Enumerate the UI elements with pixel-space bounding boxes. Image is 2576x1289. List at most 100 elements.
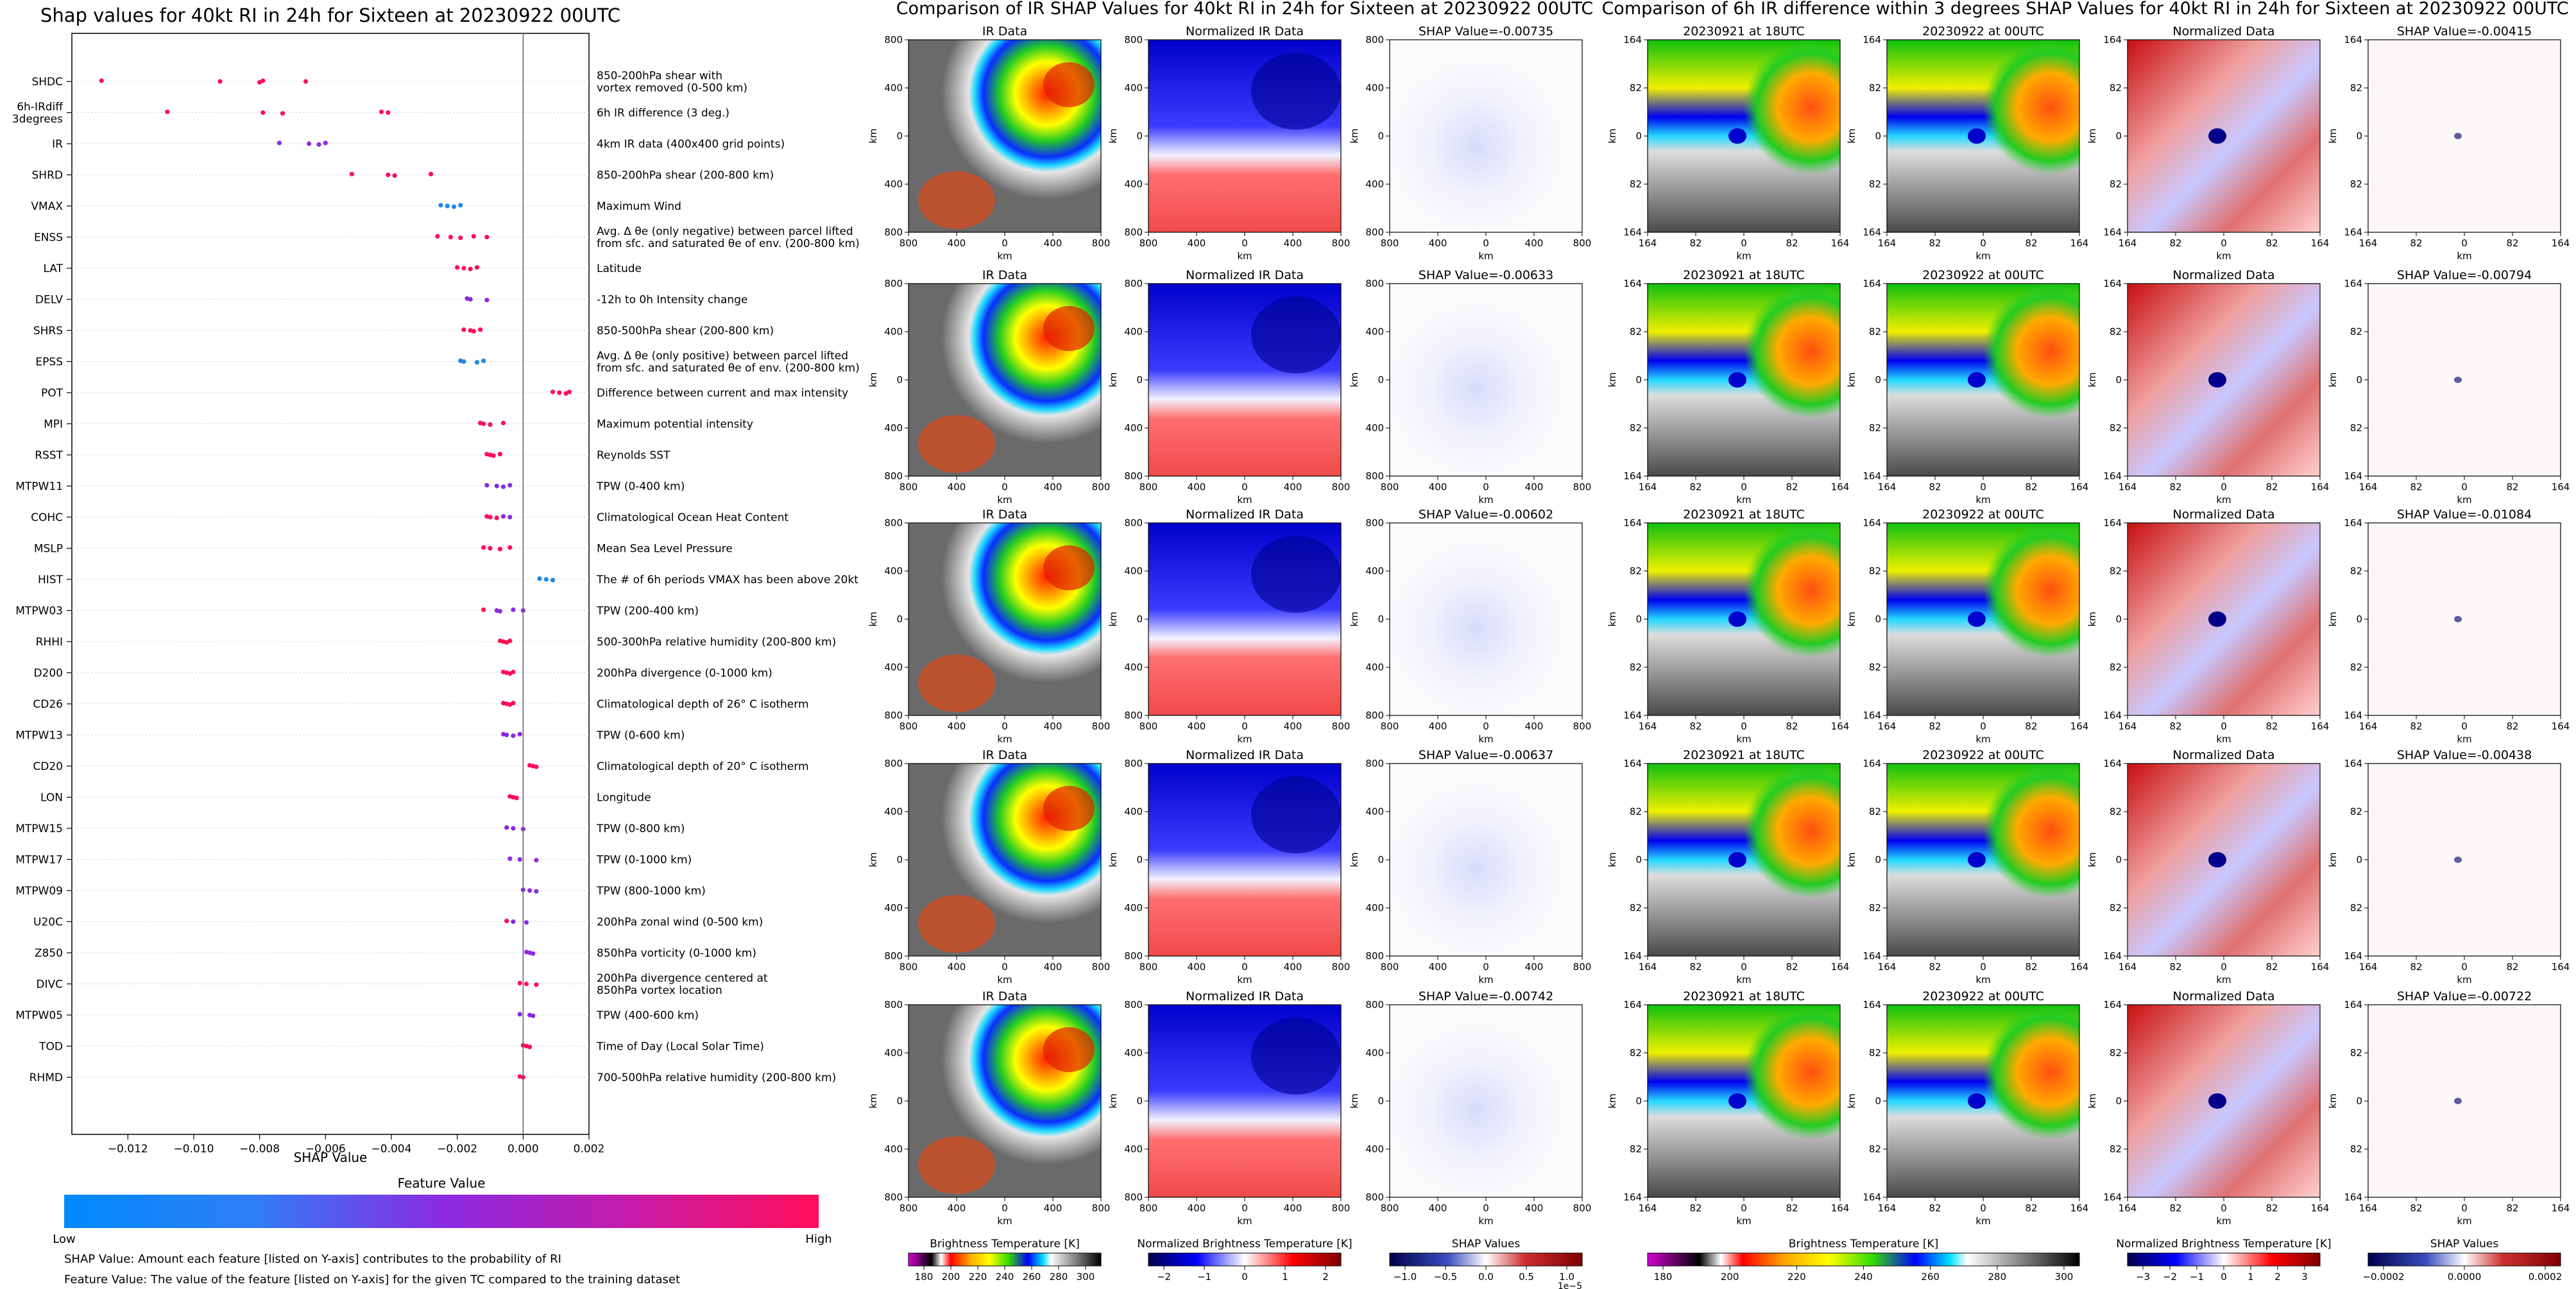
y-tick-label: 164 — [1623, 226, 1642, 238]
colorbar — [908, 1252, 1102, 1267]
panel-title: Normalized Data — [2172, 268, 2274, 282]
y-axis-label: km — [1349, 1093, 1360, 1108]
y-tick-label: 82 — [2110, 422, 2122, 434]
x-tick-label: 0 — [1002, 237, 1008, 249]
y-tick-label: MTPW15 — [15, 823, 63, 835]
x-tick-label: 164 — [2552, 721, 2570, 732]
y-tick-label: 0 — [1136, 854, 1143, 866]
x-axis-label: km — [2457, 974, 2471, 986]
x-tick-label: 400 — [1044, 481, 1062, 493]
x-tick-label: 82 — [2169, 237, 2181, 249]
shap-point — [471, 329, 476, 334]
x-tick-label: 400 — [1044, 237, 1062, 249]
y-tick-label: 0 — [1635, 1095, 1642, 1107]
x-tick-label: 82 — [2169, 1202, 2181, 1214]
y-tick-label: 82 — [1630, 806, 1642, 817]
shap-point — [508, 856, 513, 861]
shap-point — [451, 204, 457, 209]
panel-title: Normalized Data — [2172, 508, 2274, 522]
x-tick-label: 800 — [1573, 481, 1592, 493]
y-axis-label: km — [1846, 611, 1857, 626]
shap-point — [534, 982, 539, 987]
normalized-difference-eye — [2208, 372, 2226, 388]
difference-shap-spot — [2454, 616, 2462, 622]
left-chart-title: Shap values for 40kt RI in 24h for Sixte… — [40, 4, 620, 26]
x-tick-label: 800 — [1139, 237, 1158, 249]
x-tick-label: 164 — [1831, 481, 1850, 493]
x-tick-label: 800 — [1381, 237, 1399, 249]
y-tick-label: 82 — [2350, 1143, 2362, 1155]
shap-image — [1390, 764, 1582, 956]
feature-description: TPW (0-600 km) — [596, 730, 685, 742]
shap-point — [504, 825, 509, 830]
shap-point — [534, 889, 539, 894]
shap-point — [448, 234, 453, 240]
y-tick-label: SHRD — [32, 169, 63, 182]
shap-point — [379, 109, 384, 114]
panel-title: 20230922 at 00UTC — [1922, 989, 2044, 1003]
y-axis-label: km — [2086, 1093, 2098, 1108]
shap-point — [567, 389, 572, 395]
normalized-difference-eye — [2208, 128, 2226, 144]
x-tick-label: 400 — [1429, 1202, 1447, 1214]
y-tick-label: 82 — [2110, 178, 2122, 190]
x-tick-label: 800 — [1092, 237, 1111, 249]
x-tick-label: 82 — [2506, 721, 2518, 732]
x-tick-label: 800 — [900, 481, 918, 493]
y-tick-label: 0 — [1635, 130, 1642, 142]
y-tick-label: 400 — [1124, 565, 1143, 577]
x-tick-label: 0 — [1241, 1202, 1248, 1214]
y-tick-label: 0 — [1635, 854, 1642, 866]
shap-point — [260, 110, 266, 115]
x-tick-label: 400 — [1188, 721, 1206, 732]
x-tick-label: 164 — [2359, 961, 2378, 973]
y-tick-label: ENSS — [34, 232, 63, 244]
x-tick-label: 800 — [1573, 1202, 1592, 1214]
x-tick-label: 800 — [1381, 1202, 1399, 1214]
colorbar-tick-label: 180 — [915, 1271, 934, 1283]
x-tick-label: 0 — [1241, 481, 1248, 493]
shap-point — [508, 545, 513, 550]
feature-description: TPW (0-1000 km) — [596, 854, 692, 867]
x-tick-label: 0 — [1483, 721, 1489, 732]
x-tick-label: 400 — [1284, 721, 1302, 732]
y-tick-label: 82 — [1630, 422, 1642, 434]
x-tick-label: 164 — [2070, 1202, 2089, 1214]
colorbar-tick-label: 260 — [1921, 1271, 1940, 1283]
y-tick-label: 164 — [2103, 710, 2122, 721]
y-tick-label: DELV — [35, 294, 63, 307]
ir-difference-eye — [1968, 372, 1986, 388]
y-tick-label: 800 — [884, 999, 903, 1011]
y-tick-label: 800 — [1365, 710, 1384, 721]
x-axis-label: km — [2457, 733, 2471, 745]
shap-point — [504, 732, 509, 738]
feature-description: Climatological depth of 26° C isotherm — [597, 698, 809, 711]
x-tick-label: 800 — [1573, 237, 1592, 249]
y-tick-label: 800 — [1365, 1191, 1384, 1203]
x-tick-label: 400 — [1044, 721, 1062, 732]
x-axis-label: km — [2216, 974, 2231, 986]
x-tick-label: 82 — [2265, 961, 2278, 973]
feature-description: Avg. Δ θe (only negative) between parcel… — [597, 225, 853, 238]
x-tick-label: 164 — [1639, 481, 1657, 493]
y-tick-label: 82 — [1630, 902, 1642, 914]
x-tick-label: 0 — [1002, 481, 1008, 493]
x-tick-label: 800 — [1573, 721, 1592, 732]
x-axis-label: km — [1237, 494, 1252, 506]
y-tick-label: 82 — [1869, 82, 1881, 94]
x-tick-label: 82 — [1929, 721, 1941, 732]
x-tick-label: 164 — [2070, 721, 2089, 732]
y-tick-label: 0 — [1136, 130, 1143, 142]
y-tick-label: RHMD — [30, 1071, 63, 1084]
colorbar-tick-label: −1.0 — [1394, 1271, 1417, 1283]
x-axis-label: km — [2216, 494, 2231, 506]
y-tick-label: 164 — [1863, 950, 1881, 962]
panel-title: Normalized IR Data — [1186, 989, 1304, 1003]
feature-description: from sfc. and saturated θe of env. (200-… — [597, 237, 860, 250]
feature-description: TPW (0-800 km) — [596, 823, 685, 835]
shap-point — [471, 234, 476, 239]
shap-point — [461, 266, 466, 271]
y-tick-label: VMAX — [31, 200, 63, 213]
x-tick-label: 800 — [1332, 237, 1351, 249]
feature-description: The # of 6h periods VMAX has been above … — [596, 574, 858, 586]
